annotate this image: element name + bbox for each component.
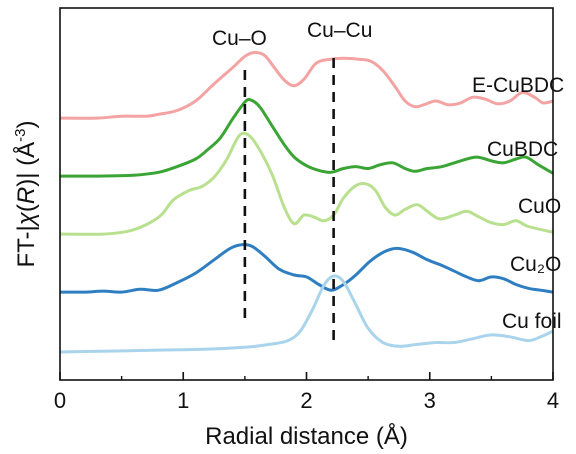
x-tick-label-0: 0 [54, 388, 66, 413]
x-axis-title: Radial distance (Å) [205, 422, 408, 450]
series-labels: E-CuBDC CuBDC CuO Cu₂O Cu foil [472, 74, 564, 333]
series-line-3 [59, 243, 554, 294]
x-ticks: 0 1 2 3 4 [54, 372, 559, 413]
y-axis-title: FT-|χ(R)| (Å-3) [12, 121, 40, 268]
y-title-exp: -3 [12, 129, 29, 142]
y-title-prefix: FT-| [13, 225, 40, 267]
y-title-paren-open: ( [13, 204, 40, 212]
series-label-1: CuBDC [487, 138, 558, 161]
series-line-0 [59, 50, 554, 120]
x-tick-label-1: 1 [177, 388, 189, 413]
series-line-1 [59, 98, 554, 178]
series-label-3: Cu₂O [510, 253, 561, 276]
reference-label-0: Cu–O [212, 27, 267, 50]
series-label-0: E-CuBDC [472, 74, 564, 97]
series-label-4: Cu foil [502, 310, 562, 333]
series-line-4 [59, 274, 554, 354]
x-tick-label-3: 3 [424, 388, 436, 413]
series-label-2: CuO [518, 195, 561, 218]
y-title-r: R [13, 187, 40, 204]
x-tick-label-4: 4 [547, 388, 559, 413]
series-line-2 [59, 131, 554, 236]
y-title-paren-close: )| (Å [12, 142, 40, 187]
y-title-suffix: ) [13, 121, 40, 129]
y-title-chi: χ [13, 211, 40, 227]
series-layer [59, 50, 554, 354]
reference-label-1: Cu–Cu [307, 19, 372, 42]
reference-lines: Cu–O Cu–Cu [212, 19, 372, 345]
x-tick-label-2: 2 [300, 388, 312, 413]
plot-frame [59, 7, 554, 381]
